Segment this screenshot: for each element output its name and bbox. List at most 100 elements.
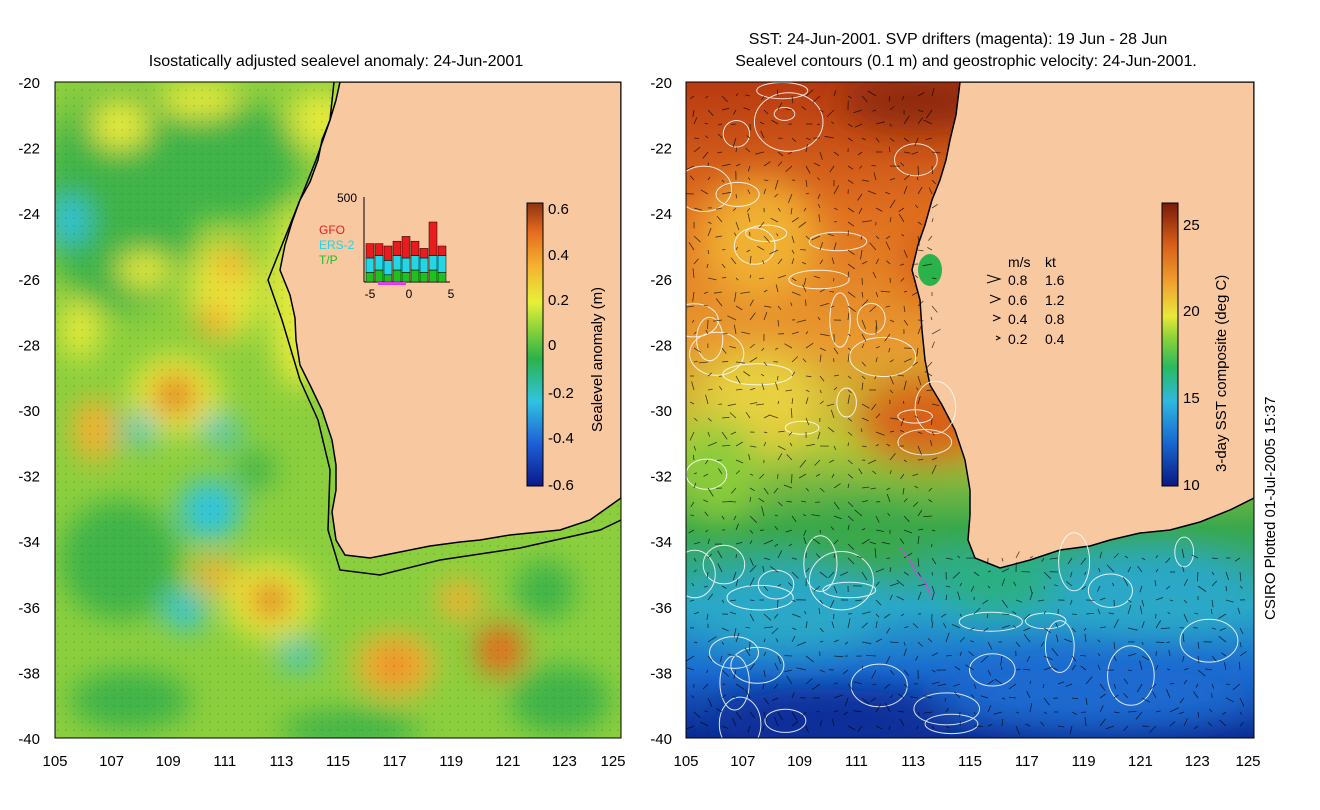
sealevel-colorbar: 0.6 0.4 0.2 0 -0.2 -0.4 -0.6 Sealevel an… — [526, 201, 606, 494]
velocity-arrow — [815, 553, 821, 559]
velocity-arrow — [903, 683, 908, 688]
velocity-arrow — [872, 470, 877, 475]
velocity-arrow — [1166, 689, 1171, 699]
velocity-arrow — [783, 484, 793, 489]
velocity-arrow — [774, 543, 779, 547]
velocity-arrow — [900, 473, 905, 480]
velocity-arrow — [1113, 641, 1116, 650]
velocity-arrow — [847, 179, 854, 184]
velocity-arrow — [931, 179, 936, 185]
sealevel-contour — [686, 165, 732, 212]
velocity-arrow — [1081, 585, 1087, 590]
velocity-arrow — [1127, 599, 1132, 603]
velocity-arrow — [769, 566, 779, 573]
velocity-arrow — [847, 543, 855, 550]
velocity-arrow — [917, 186, 923, 195]
velocity-arrow — [690, 501, 695, 508]
velocity-arrow — [875, 704, 881, 713]
velocity-arrow — [703, 585, 709, 588]
velocity-arrow — [889, 359, 894, 363]
velocity-arrow — [1097, 653, 1101, 657]
velocity-arrow — [875, 621, 878, 629]
velocity-arrow — [693, 347, 702, 353]
velocity-arrow — [833, 655, 844, 658]
velocity-arrow — [1029, 556, 1033, 559]
velocity-arrow — [791, 277, 797, 282]
velocity-arrow — [917, 249, 924, 252]
velocity-arrow — [805, 567, 810, 573]
velocity-arrow — [759, 473, 765, 479]
velocity-arrow — [735, 470, 741, 475]
velocity-legend-ms-header: m/s — [1008, 254, 1031, 270]
velocity-arrow — [861, 403, 870, 409]
right-cbar-tick: 10 — [1183, 477, 1200, 494]
left-y-tick: -40 — [18, 731, 40, 748]
velocity-arrow — [732, 695, 737, 699]
velocity-arrow — [805, 331, 809, 335]
velocity-arrow — [819, 599, 824, 605]
velocity-arrow — [719, 655, 723, 662]
velocity-arrow — [1232, 683, 1241, 691]
velocity-arrow — [931, 218, 934, 223]
velocity-arrow — [707, 441, 718, 447]
velocity-arrow — [931, 457, 938, 461]
velocity-arrow — [875, 235, 880, 240]
velocity-arrow — [922, 263, 933, 267]
velocity-arrow — [803, 207, 807, 212]
velocity-arrow — [703, 291, 709, 294]
velocity-arrow — [763, 361, 768, 366]
velocity-arrow — [1029, 585, 1033, 594]
velocity-arrow — [788, 431, 793, 436]
velocity-arrow — [721, 627, 729, 632]
velocity-arrow — [969, 627, 975, 631]
velocity-arrow — [805, 137, 811, 141]
left-cbar-tick: 0.4 — [548, 247, 569, 264]
plot-credit: CSIRO Plotted 01-Jul-2005 15:37 — [1262, 396, 1279, 620]
velocity-arrow — [917, 591, 922, 601]
velocity-arrow — [1085, 697, 1088, 705]
velocity-arrow — [1084, 571, 1087, 576]
velocity-arrow — [865, 655, 877, 657]
velocity-arrow — [816, 123, 821, 126]
velocity-arrow — [903, 515, 910, 523]
velocity-arrow — [987, 705, 992, 713]
left-x-tick: 123 — [552, 753, 577, 770]
velocity-arrow — [791, 291, 801, 296]
velocity-arrow — [1141, 655, 1150, 661]
velocity-arrow — [693, 557, 697, 562]
velocity-arrow — [1029, 703, 1033, 713]
velocity-arrow — [884, 683, 891, 689]
sealevel-contour — [829, 292, 851, 348]
velocity-arrow — [833, 347, 839, 355]
velocity-arrow — [1155, 597, 1164, 601]
velocity-arrow — [1071, 697, 1079, 700]
velocity-arrow — [1225, 585, 1227, 592]
velocity-arrow — [717, 151, 723, 154]
velocity-arrow — [791, 721, 799, 727]
velocity-arrow — [805, 165, 811, 174]
velocity-arrow — [916, 387, 919, 391]
sealevel-contour — [969, 653, 1016, 687]
velocity-arrow — [1211, 571, 1215, 576]
velocity-arrow — [861, 641, 872, 645]
inset-bar-tp — [383, 274, 393, 283]
velocity-arrow — [1182, 633, 1185, 643]
velocity-arrow — [847, 312, 850, 321]
velocity-arrow — [747, 213, 751, 223]
velocity-arrow — [773, 487, 779, 494]
left-cbar-tick: -0.4 — [548, 430, 574, 447]
velocity-arrow — [987, 669, 992, 676]
velocity-arrow — [819, 669, 825, 673]
velocity-arrow — [914, 137, 919, 147]
velocity-arrow — [1239, 571, 1242, 582]
velocity-arrow — [707, 372, 712, 377]
velocity-arrow — [898, 213, 905, 223]
velocity-arrow — [693, 711, 701, 719]
sealevel-contour — [788, 269, 850, 290]
velocity-arrow — [1135, 711, 1143, 720]
right-y-tick: -26 — [650, 272, 672, 289]
velocity-arrow — [763, 638, 766, 643]
velocity-arrow — [1194, 612, 1199, 615]
sealevel-contour — [803, 535, 838, 592]
velocity-arrow — [703, 473, 709, 477]
